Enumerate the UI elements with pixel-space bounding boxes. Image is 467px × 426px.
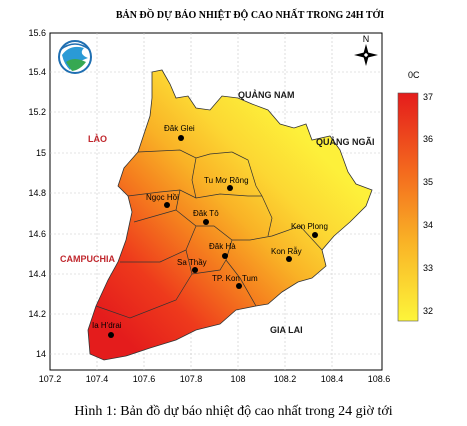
region-gia-lai: GIA LAI	[270, 325, 303, 335]
place-dot	[312, 232, 318, 238]
y-tick: 15.6	[28, 28, 46, 38]
legend-tick: 36	[423, 134, 433, 144]
x-tick: 107.8	[180, 374, 203, 384]
region-campuchia: CAMPUCHIA	[60, 254, 115, 264]
place-dot	[236, 283, 242, 289]
place-ia-hdrai: Ia H'drai	[92, 321, 122, 330]
place-dak-ha: Đăk Hà	[209, 242, 236, 251]
y-axis-labels: 15.6 15.4 15.2 15 14.8 14.6 14.4 14.2 14	[28, 28, 46, 359]
y-tick: 15.4	[28, 67, 46, 77]
y-tick: 15	[36, 148, 46, 158]
district-boundaries	[95, 149, 323, 319]
north-arrow-icon: N	[354, 34, 378, 66]
place-dot	[203, 219, 209, 225]
x-tick: 108	[230, 374, 245, 384]
place-dot	[178, 135, 184, 141]
place-dot	[192, 267, 198, 273]
x-tick: 108.6	[368, 374, 391, 384]
x-tick: 107.2	[39, 374, 62, 384]
place-dot	[227, 185, 233, 191]
x-tick: 107.6	[133, 374, 156, 384]
map-title: BẢN ĐỒ DỰ BÁO NHIỆT ĐỘ CAO NHẤT TRONG 24…	[116, 8, 384, 21]
y-tick: 14	[36, 349, 46, 359]
y-tick: 14.6	[28, 229, 46, 239]
legend-tick: 35	[423, 177, 433, 187]
legend: 0C 37 36 35 34 33 32	[397, 70, 433, 322]
y-tick: 14.4	[28, 269, 46, 279]
x-tick: 108.4	[321, 374, 344, 384]
legend-color-bar	[397, 92, 419, 322]
x-tick: 107.4	[86, 374, 109, 384]
y-tick: 14.2	[28, 309, 46, 319]
place-dot	[222, 253, 228, 259]
place-dak-glei: Đăk Glei	[164, 124, 195, 133]
region-quang-ngai: QUẢNG NGÃI	[316, 136, 375, 147]
region-quang-nam: QUẢNG NAM	[238, 89, 295, 100]
place-kon-ray: Kon Rẫy	[271, 247, 302, 256]
place-ngoc-hoi: Ngọc Hồi	[146, 193, 179, 202]
svg-text:N: N	[363, 34, 370, 44]
legend-unit: 0C	[408, 70, 420, 80]
legend-tick: 37	[423, 92, 433, 102]
legend-tick: 34	[423, 220, 433, 230]
region-lao: LÀO	[88, 134, 107, 144]
y-tick: 15.2	[28, 107, 46, 117]
legend-tick: 32	[423, 306, 433, 316]
x-tick: 108.2	[274, 374, 297, 384]
x-axis-labels: 107.2 107.4 107.6 107.8 108 108.2 108.4 …	[39, 374, 391, 384]
y-tick: 14.8	[28, 188, 46, 198]
place-tu-mo-rong: Tu Mơ Rông	[204, 176, 249, 185]
figure-caption: Hình 1: Bản đồ dự báo nhiệt độ cao nhất …	[74, 404, 393, 419]
province-area	[87, 69, 373, 361]
legend-tick: 33	[423, 263, 433, 273]
district-points	[108, 135, 318, 338]
place-dot	[286, 256, 292, 262]
place-dot	[164, 202, 170, 208]
place-tp-kon-tum: TP. Kon Tum	[212, 274, 258, 283]
place-sa-thay: Sa Thầy	[177, 258, 207, 267]
logo-icon	[58, 40, 92, 74]
place-dak-to: Đăk Tô	[193, 209, 219, 218]
temperature-map: BẢN ĐỒ DỰ BÁO NHIỆT ĐỘ CAO NHẤT TRONG 24…	[28, 8, 433, 384]
place-kon-plong: Kon Plong	[291, 222, 328, 231]
place-dot	[108, 332, 114, 338]
